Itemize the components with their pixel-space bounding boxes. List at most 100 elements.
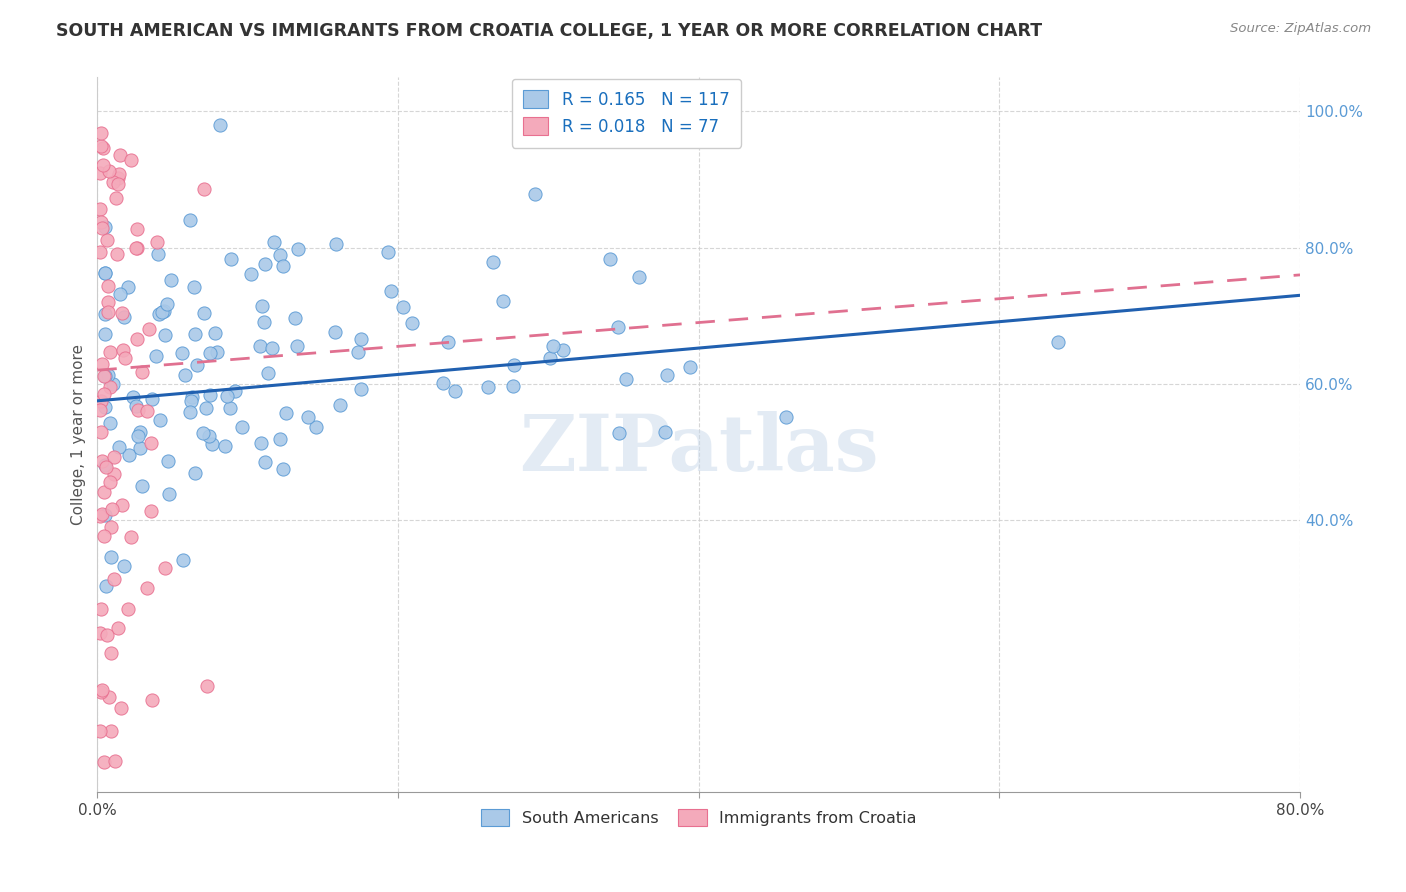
Point	[607, 320, 630, 334]
Point	[679, 360, 702, 375]
Point	[193, 182, 215, 196]
Point	[219, 252, 242, 267]
Point	[90, 685, 112, 699]
Point	[153, 327, 176, 342]
Point	[146, 247, 169, 261]
Point	[437, 334, 460, 349]
Point	[775, 409, 797, 424]
Point	[254, 257, 277, 271]
Point	[249, 339, 271, 353]
Point	[599, 252, 621, 266]
Point	[90, 394, 112, 409]
Point	[349, 333, 371, 347]
Point	[120, 530, 142, 544]
Point	[256, 366, 278, 380]
Point	[253, 315, 276, 329]
Point	[89, 244, 111, 259]
Point	[91, 682, 114, 697]
Point	[201, 436, 224, 450]
Point	[627, 269, 650, 284]
Point	[112, 310, 135, 324]
Point	[503, 358, 526, 372]
Point	[148, 413, 170, 427]
Point	[90, 220, 112, 235]
Point	[538, 351, 561, 365]
Point	[93, 368, 115, 383]
Point	[138, 322, 160, 336]
Point	[90, 507, 112, 521]
Point	[208, 118, 231, 132]
Point	[157, 487, 180, 501]
Point	[274, 406, 297, 420]
Point	[105, 190, 128, 204]
Point	[94, 307, 117, 321]
Point	[89, 202, 111, 216]
Point	[198, 429, 221, 443]
Point	[131, 479, 153, 493]
Legend: South Americans, Immigrants from Croatia: South Americans, Immigrants from Croatia	[472, 801, 925, 834]
Point	[90, 357, 112, 371]
Point	[101, 501, 124, 516]
Point	[103, 467, 125, 482]
Point	[94, 220, 117, 235]
Point	[94, 326, 117, 341]
Point	[172, 553, 194, 567]
Point	[110, 148, 132, 162]
Point	[141, 392, 163, 406]
Point	[444, 384, 467, 398]
Point	[127, 402, 149, 417]
Point	[179, 213, 201, 227]
Point	[502, 378, 524, 392]
Point	[94, 401, 117, 415]
Point	[136, 403, 159, 417]
Point	[285, 339, 308, 353]
Point	[249, 436, 271, 450]
Point	[129, 441, 152, 455]
Point	[160, 273, 183, 287]
Point	[103, 450, 125, 465]
Point	[184, 466, 207, 480]
Point	[197, 679, 219, 693]
Point	[183, 279, 205, 293]
Point	[93, 386, 115, 401]
Point	[127, 222, 149, 236]
Point	[205, 345, 228, 359]
Point	[100, 520, 122, 534]
Point	[198, 388, 221, 402]
Point	[90, 453, 112, 467]
Point	[200, 346, 222, 360]
Text: Source: ZipAtlas.com: Source: ZipAtlas.com	[1230, 22, 1371, 36]
Point	[145, 349, 167, 363]
Point	[127, 429, 149, 443]
Point	[103, 175, 125, 189]
Point	[89, 508, 111, 523]
Point	[91, 158, 114, 172]
Point	[325, 237, 347, 252]
Point	[170, 346, 193, 360]
Point	[492, 293, 515, 308]
Point	[93, 528, 115, 542]
Text: ZIPatlas: ZIPatlas	[519, 411, 879, 487]
Point	[482, 255, 505, 269]
Point	[541, 338, 564, 352]
Point	[174, 368, 197, 382]
Point	[392, 300, 415, 314]
Point	[269, 247, 291, 261]
Point	[179, 405, 201, 419]
Point	[89, 166, 111, 180]
Point	[107, 621, 129, 635]
Point	[97, 305, 120, 319]
Point	[204, 326, 226, 340]
Point	[139, 504, 162, 518]
Point	[89, 626, 111, 640]
Point	[350, 382, 373, 396]
Point	[96, 628, 118, 642]
Point	[146, 235, 169, 250]
Point	[97, 368, 120, 383]
Point	[90, 138, 112, 153]
Point	[94, 368, 117, 383]
Point	[93, 755, 115, 769]
Point	[214, 439, 236, 453]
Point	[655, 368, 678, 383]
Point	[239, 267, 262, 281]
